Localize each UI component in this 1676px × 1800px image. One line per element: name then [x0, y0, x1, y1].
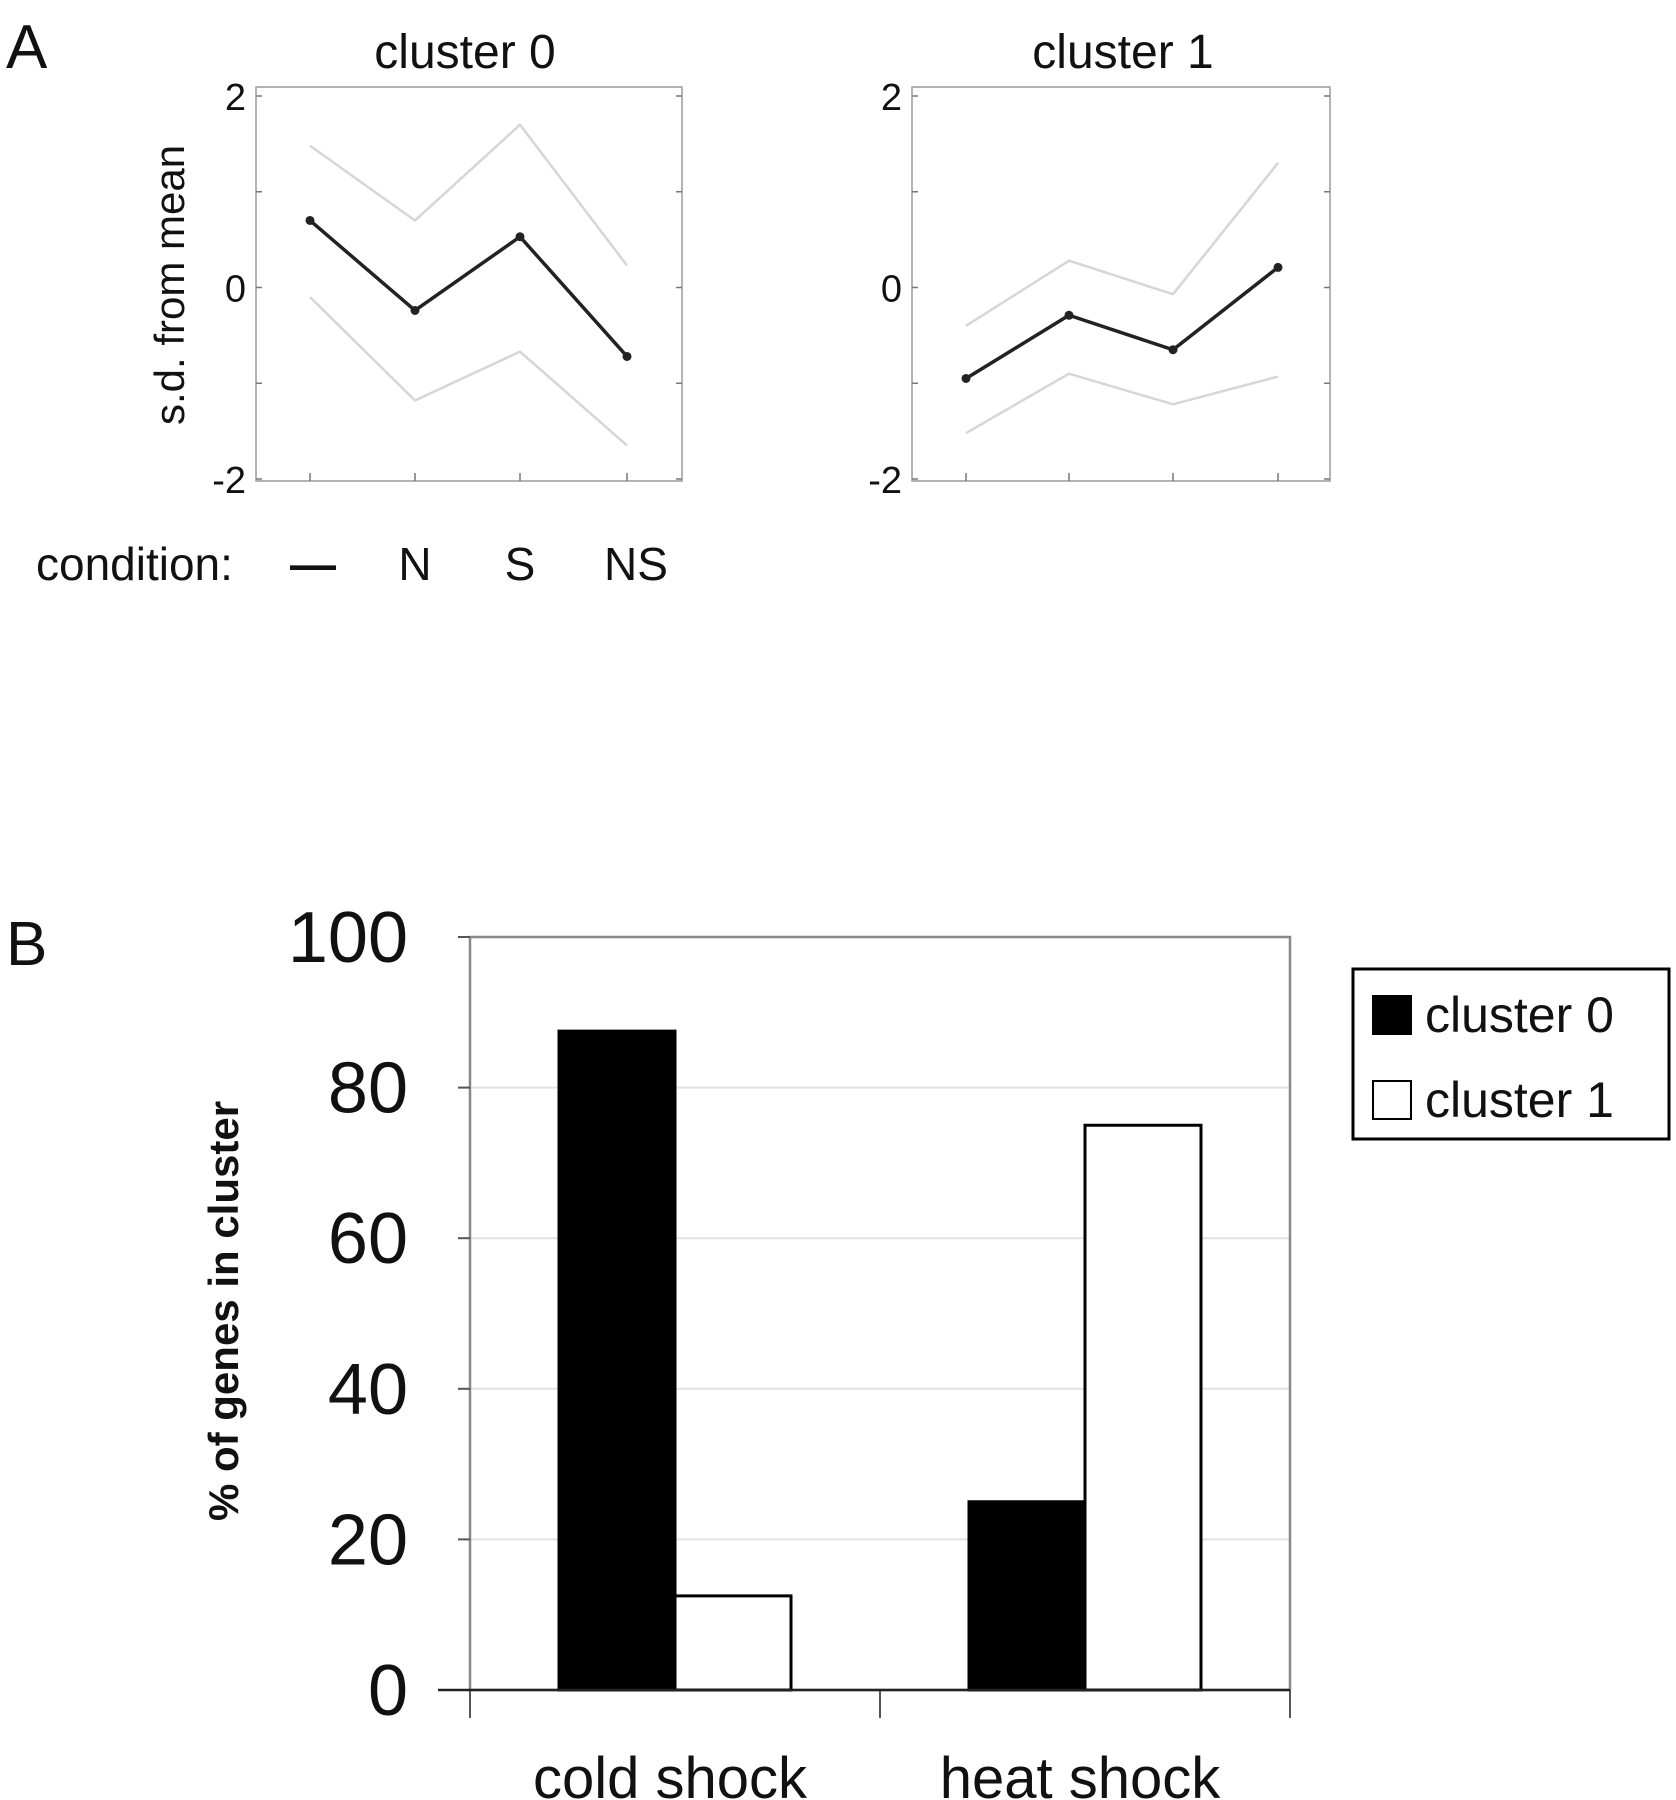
condition-dash: — [290, 538, 336, 590]
cluster-1-plot-frame [911, 86, 1331, 482]
cluster-1-y-tick-label: -2 [868, 460, 902, 502]
cluster-0-line-chart: cluster 0 s.d. from mean -2 0 2 [146, 26, 683, 502]
cluster-0-plot-frame [255, 86, 683, 482]
condition-s: S [505, 538, 536, 590]
cluster-0-mean-point [515, 232, 525, 242]
bar-chart-y-tick-label: 80 [328, 1049, 408, 1129]
legend-swatch-cluster-0 [1372, 995, 1412, 1035]
cluster-0-title: cluster 0 [374, 26, 555, 79]
bar-cold-shock-cluster-0 [557, 1029, 677, 1692]
bar-chart-y-tick-label: 100 [288, 898, 408, 978]
cluster-0-lower-line [309, 296, 628, 447]
bar-chart-category-label: cold shock [533, 1746, 808, 1800]
cluster-1-mean-line [965, 266, 1280, 380]
bar-chart-y-tick-label: 60 [328, 1199, 408, 1279]
cluster-0-upper-line [309, 123, 628, 267]
panel-a-label: A [6, 13, 48, 82]
legend: cluster 0 cluster 1 [1351, 967, 1671, 1141]
cluster-1-title: cluster 1 [1032, 26, 1213, 79]
cluster-1-mean-point [1168, 345, 1178, 355]
bar-heat-shock-cluster-1 [1083, 1123, 1203, 1692]
cluster-0-y-tick-label: -2 [212, 460, 246, 502]
cluster-1-lower-line [965, 372, 1279, 435]
bar-chart-y-axis-label: % of genes in cluster [200, 1101, 247, 1521]
legend-label-cluster-0: cluster 0 [1425, 987, 1614, 1043]
bar-chart-y-tick-label: 0 [368, 1651, 408, 1731]
legend-label-cluster-1: cluster 1 [1425, 1072, 1614, 1128]
bar-chart-y-tick-label: 20 [328, 1500, 408, 1580]
cluster-1-y-tick-label: 2 [881, 77, 902, 119]
panel-b-label: B [6, 910, 47, 979]
legend-swatch-cluster-1 [1372, 1080, 1412, 1120]
cluster-1-y-tick-label: 0 [881, 269, 902, 311]
condition-ns: NS [604, 538, 668, 590]
cluster-1-mean-point [1064, 310, 1074, 320]
gene-percentage-bar-chart: % of genes in cluster 0 20 40 60 80 100 cold s… [200, 898, 1671, 1800]
cluster-1-line-chart: cluster 1 -2 0 2 [868, 26, 1331, 502]
condition-label: condition: [36, 538, 233, 590]
bar-heat-shock-cluster-0 [967, 1500, 1087, 1692]
cluster-1-mean-point [961, 373, 971, 383]
cluster-0-mean-point [305, 215, 315, 225]
bar-chart-y-tick-label: 40 [328, 1350, 408, 1430]
cluster-1-upper-line [965, 162, 1279, 327]
cluster-0-mean-point [622, 351, 632, 361]
cluster-0-mean-point [410, 305, 420, 315]
bar-cold-shock-cluster-1 [673, 1594, 793, 1692]
bar-chart-category-label: heat shock [940, 1746, 1222, 1800]
cluster-0-y-tick-label: 2 [225, 77, 246, 119]
cluster-0-y-tick-label: 0 [225, 269, 246, 311]
cluster-1-mean-point [1273, 262, 1283, 272]
condition-n: N [398, 538, 431, 590]
cluster-0-y-axis-label: s.d. from mean [146, 145, 193, 425]
cluster-0-mean-line [308, 219, 629, 358]
